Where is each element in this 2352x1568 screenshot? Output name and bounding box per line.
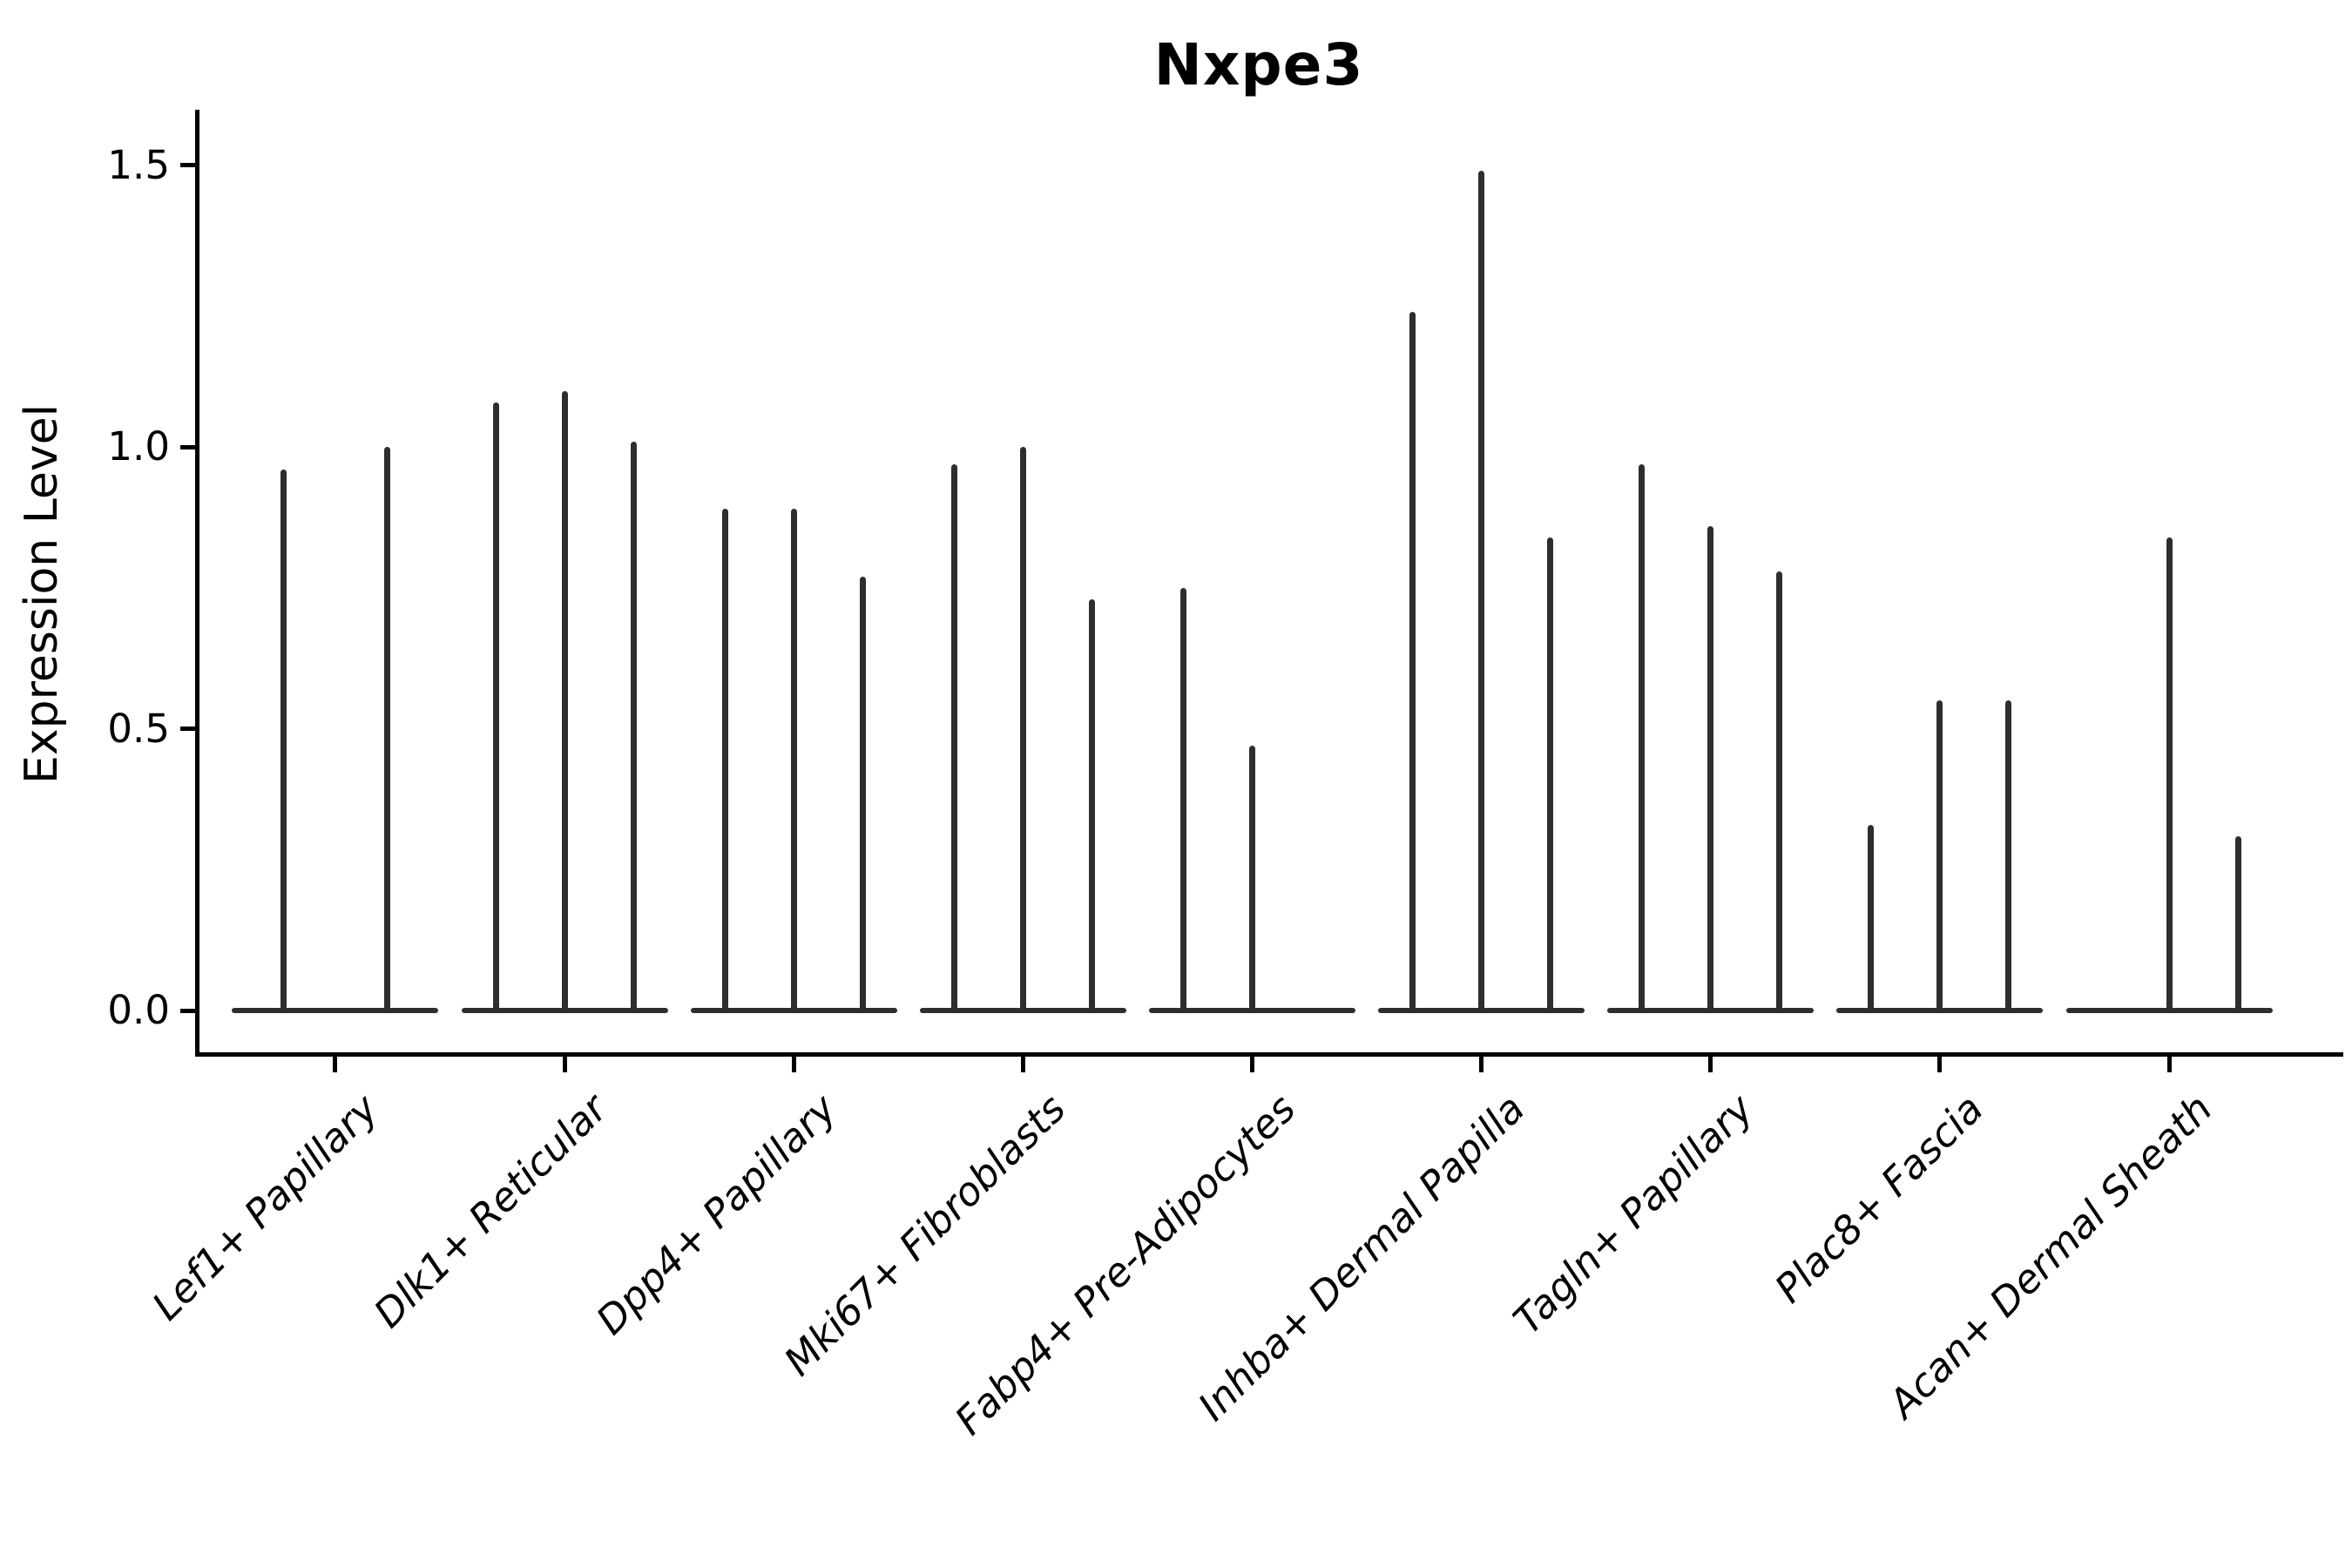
x-axis-category-label: Plac8+ Fascia [1765, 1085, 1992, 1312]
violin-spike [1248, 746, 1255, 1010]
x-tick-mark [1708, 1057, 1713, 1072]
y-tick-label: 1.0 [107, 423, 170, 470]
violin-spike [1936, 700, 1943, 1010]
x-tick-mark [562, 1057, 567, 1072]
violin-baseline [1836, 1008, 2044, 1013]
x-tick-mark [2166, 1057, 2172, 1072]
violin-spike [1478, 171, 1485, 1010]
x-tick-mark [333, 1057, 338, 1072]
y-tick-mark [180, 163, 197, 168]
x-tick-mark [791, 1057, 796, 1072]
y-tick-label: 1.5 [107, 141, 170, 188]
violin-spike [2005, 700, 2012, 1010]
x-tick-mark [1249, 1057, 1254, 1072]
x-axis-category-label: Dlk1+ Reticular [365, 1085, 617, 1337]
x-axis-spine [195, 1052, 2343, 1057]
violin-spike [1707, 525, 1714, 1010]
violin-baseline [690, 1008, 897, 1013]
violin-baseline [232, 1008, 439, 1013]
violin-baseline [461, 1008, 668, 1013]
violin-baseline [1148, 1008, 1355, 1013]
violin-spike [859, 577, 866, 1010]
violin-spike [630, 441, 637, 1010]
plot-title: Nxpe3 [1153, 31, 1364, 98]
y-axis-spine [195, 110, 199, 1056]
violin-spike [1179, 587, 1186, 1010]
violin-spike [280, 470, 287, 1010]
violin-spike [2234, 835, 2241, 1010]
x-tick-mark [1020, 1057, 1025, 1072]
violin-spike [1868, 824, 1875, 1010]
violin-spike [1639, 463, 1646, 1010]
violin-baseline [1378, 1008, 1585, 1013]
y-tick-label: 0.0 [107, 987, 170, 1033]
violin-spike [561, 390, 568, 1010]
x-axis-category-label: Lef1+ Papillary [143, 1085, 388, 1329]
y-tick-label: 0.5 [107, 705, 170, 752]
x-axis-category-label: Dpp4+ Papillary [587, 1085, 846, 1344]
x-axis-category-label: Tagln+ Papillary [1504, 1085, 1763, 1343]
y-tick-mark [180, 1008, 197, 1013]
violin-spike [1776, 571, 1783, 1010]
y-tick-mark [180, 727, 197, 732]
y-tick-mark [180, 444, 197, 449]
violin-spike [492, 402, 499, 1010]
x-tick-mark [1479, 1057, 1484, 1072]
violin-baseline [1607, 1008, 1815, 1013]
violin-spike [383, 447, 390, 1010]
violin-spike [1409, 312, 1416, 1010]
violin-spike [1088, 598, 1095, 1010]
violin-spike [1547, 537, 1554, 1010]
violin-spike [1019, 447, 1026, 1010]
violin-baseline [2065, 1008, 2273, 1013]
x-tick-mark [1937, 1057, 1943, 1072]
violin-spike [2166, 537, 2173, 1010]
violin-baseline [919, 1008, 1126, 1013]
violin-spike [790, 509, 797, 1010]
violin-spike [721, 509, 728, 1010]
violin-spike [950, 463, 957, 1010]
